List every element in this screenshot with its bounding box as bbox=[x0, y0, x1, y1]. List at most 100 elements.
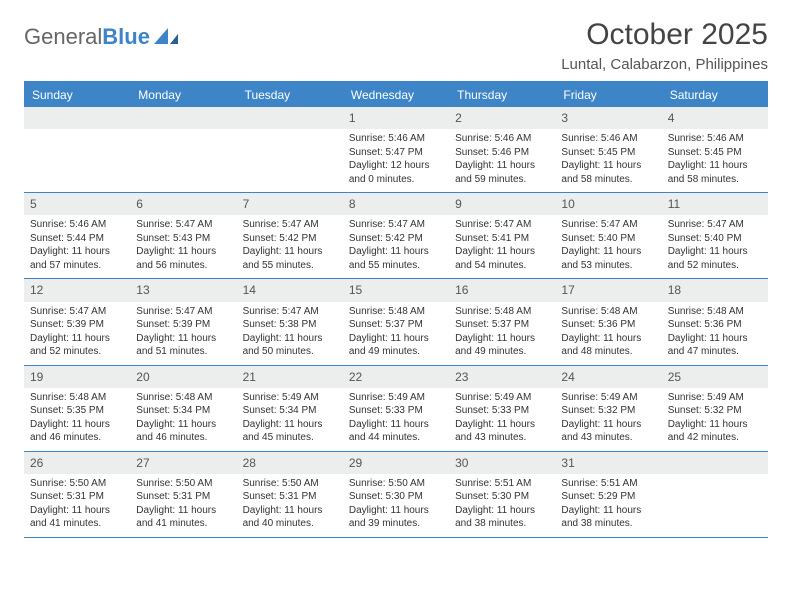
sunset-text: Sunset: 5:38 PM bbox=[243, 318, 337, 332]
day-body: Sunrise: 5:47 AMSunset: 5:42 PMDaylight:… bbox=[343, 215, 449, 278]
daylight-text: and 52 minutes. bbox=[668, 259, 762, 273]
day-number: 20 bbox=[130, 366, 236, 388]
day-cell bbox=[662, 452, 768, 537]
day-number bbox=[237, 107, 343, 129]
day-body: Sunrise: 5:48 AMSunset: 5:36 PMDaylight:… bbox=[555, 302, 661, 365]
daylight-text: Daylight: 11 hours bbox=[455, 504, 549, 518]
day-number: 3 bbox=[555, 107, 661, 129]
daylight-text: and 53 minutes. bbox=[561, 259, 655, 273]
sunrise-text: Sunrise: 5:49 AM bbox=[243, 391, 337, 405]
daylight-text: Daylight: 11 hours bbox=[30, 245, 124, 259]
daylight-text: Daylight: 11 hours bbox=[561, 504, 655, 518]
day-number: 25 bbox=[662, 366, 768, 388]
day-number bbox=[24, 107, 130, 129]
day-number: 16 bbox=[449, 279, 555, 301]
daylight-text: and 50 minutes. bbox=[243, 345, 337, 359]
sunrise-text: Sunrise: 5:50 AM bbox=[243, 477, 337, 491]
daylight-text: Daylight: 11 hours bbox=[243, 245, 337, 259]
daylight-text: and 52 minutes. bbox=[30, 345, 124, 359]
sunset-text: Sunset: 5:41 PM bbox=[455, 232, 549, 246]
day-body: Sunrise: 5:47 AMSunset: 5:40 PMDaylight:… bbox=[555, 215, 661, 278]
daylight-text: and 43 minutes. bbox=[455, 431, 549, 445]
daylight-text: Daylight: 11 hours bbox=[243, 504, 337, 518]
day-body: Sunrise: 5:47 AMSunset: 5:43 PMDaylight:… bbox=[130, 215, 236, 278]
sunset-text: Sunset: 5:37 PM bbox=[455, 318, 549, 332]
daylight-text: and 38 minutes. bbox=[561, 517, 655, 531]
day-cell: 17Sunrise: 5:48 AMSunset: 5:36 PMDayligh… bbox=[555, 279, 661, 364]
daylight-text: and 47 minutes. bbox=[668, 345, 762, 359]
day-cell bbox=[24, 107, 130, 192]
daylight-text: and 46 minutes. bbox=[136, 431, 230, 445]
day-number: 15 bbox=[343, 279, 449, 301]
sunrise-text: Sunrise: 5:49 AM bbox=[561, 391, 655, 405]
sunrise-text: Sunrise: 5:46 AM bbox=[561, 132, 655, 146]
sunrise-text: Sunrise: 5:49 AM bbox=[349, 391, 443, 405]
day-cell: 29Sunrise: 5:50 AMSunset: 5:30 PMDayligh… bbox=[343, 452, 449, 537]
sunset-text: Sunset: 5:35 PM bbox=[30, 404, 124, 418]
daylight-text: Daylight: 11 hours bbox=[561, 332, 655, 346]
sunrise-text: Sunrise: 5:46 AM bbox=[349, 132, 443, 146]
day-cell: 8Sunrise: 5:47 AMSunset: 5:42 PMDaylight… bbox=[343, 193, 449, 278]
sunset-text: Sunset: 5:32 PM bbox=[668, 404, 762, 418]
daylight-text: Daylight: 11 hours bbox=[243, 418, 337, 432]
daylight-text: Daylight: 11 hours bbox=[136, 245, 230, 259]
day-body: Sunrise: 5:51 AMSunset: 5:30 PMDaylight:… bbox=[449, 474, 555, 537]
day-cell: 22Sunrise: 5:49 AMSunset: 5:33 PMDayligh… bbox=[343, 366, 449, 451]
day-number: 27 bbox=[130, 452, 236, 474]
sunset-text: Sunset: 5:40 PM bbox=[561, 232, 655, 246]
day-body: Sunrise: 5:48 AMSunset: 5:36 PMDaylight:… bbox=[662, 302, 768, 365]
day-cell: 14Sunrise: 5:47 AMSunset: 5:38 PMDayligh… bbox=[237, 279, 343, 364]
sunset-text: Sunset: 5:33 PM bbox=[349, 404, 443, 418]
day-number: 2 bbox=[449, 107, 555, 129]
day-number: 1 bbox=[343, 107, 449, 129]
day-number: 12 bbox=[24, 279, 130, 301]
day-number: 14 bbox=[237, 279, 343, 301]
sunrise-text: Sunrise: 5:47 AM bbox=[136, 218, 230, 232]
day-cell: 9Sunrise: 5:47 AMSunset: 5:41 PMDaylight… bbox=[449, 193, 555, 278]
daylight-text: Daylight: 11 hours bbox=[136, 418, 230, 432]
daylight-text: and 40 minutes. bbox=[243, 517, 337, 531]
day-body: Sunrise: 5:46 AMSunset: 5:47 PMDaylight:… bbox=[343, 129, 449, 192]
week-row: 5Sunrise: 5:46 AMSunset: 5:44 PMDaylight… bbox=[24, 193, 768, 279]
daylight-text: and 41 minutes. bbox=[136, 517, 230, 531]
day-cell: 25Sunrise: 5:49 AMSunset: 5:32 PMDayligh… bbox=[662, 366, 768, 451]
day-body: Sunrise: 5:49 AMSunset: 5:33 PMDaylight:… bbox=[343, 388, 449, 451]
daylight-text: and 54 minutes. bbox=[455, 259, 549, 273]
sunrise-text: Sunrise: 5:46 AM bbox=[30, 218, 124, 232]
daylight-text: Daylight: 11 hours bbox=[136, 332, 230, 346]
sunset-text: Sunset: 5:39 PM bbox=[136, 318, 230, 332]
day-body: Sunrise: 5:47 AMSunset: 5:42 PMDaylight:… bbox=[237, 215, 343, 278]
daylight-text: and 43 minutes. bbox=[561, 431, 655, 445]
day-cell: 5Sunrise: 5:46 AMSunset: 5:44 PMDaylight… bbox=[24, 193, 130, 278]
daylight-text: Daylight: 11 hours bbox=[455, 418, 549, 432]
day-cell: 27Sunrise: 5:50 AMSunset: 5:31 PMDayligh… bbox=[130, 452, 236, 537]
day-number: 26 bbox=[24, 452, 130, 474]
day-number: 9 bbox=[449, 193, 555, 215]
daylight-text: and 46 minutes. bbox=[30, 431, 124, 445]
daylight-text: Daylight: 11 hours bbox=[30, 332, 124, 346]
daylight-text: and 59 minutes. bbox=[455, 173, 549, 187]
sunrise-text: Sunrise: 5:51 AM bbox=[455, 477, 549, 491]
sunset-text: Sunset: 5:34 PM bbox=[243, 404, 337, 418]
day-body: Sunrise: 5:49 AMSunset: 5:32 PMDaylight:… bbox=[662, 388, 768, 451]
sunset-text: Sunset: 5:34 PM bbox=[136, 404, 230, 418]
daylight-text: Daylight: 11 hours bbox=[668, 418, 762, 432]
daylight-text: Daylight: 11 hours bbox=[349, 245, 443, 259]
day-cell: 15Sunrise: 5:48 AMSunset: 5:37 PMDayligh… bbox=[343, 279, 449, 364]
day-cell: 7Sunrise: 5:47 AMSunset: 5:42 PMDaylight… bbox=[237, 193, 343, 278]
day-body: Sunrise: 5:46 AMSunset: 5:44 PMDaylight:… bbox=[24, 215, 130, 278]
day-cell: 6Sunrise: 5:47 AMSunset: 5:43 PMDaylight… bbox=[130, 193, 236, 278]
sunset-text: Sunset: 5:45 PM bbox=[561, 146, 655, 160]
daylight-text: Daylight: 11 hours bbox=[668, 332, 762, 346]
day-number: 17 bbox=[555, 279, 661, 301]
day-body: Sunrise: 5:51 AMSunset: 5:29 PMDaylight:… bbox=[555, 474, 661, 537]
day-number: 21 bbox=[237, 366, 343, 388]
day-cell: 18Sunrise: 5:48 AMSunset: 5:36 PMDayligh… bbox=[662, 279, 768, 364]
sunset-text: Sunset: 5:47 PM bbox=[349, 146, 443, 160]
day-cell: 19Sunrise: 5:48 AMSunset: 5:35 PMDayligh… bbox=[24, 366, 130, 451]
daylight-text: Daylight: 11 hours bbox=[455, 245, 549, 259]
day-body: Sunrise: 5:46 AMSunset: 5:46 PMDaylight:… bbox=[449, 129, 555, 192]
sunrise-text: Sunrise: 5:47 AM bbox=[243, 218, 337, 232]
daylight-text: and 55 minutes. bbox=[243, 259, 337, 273]
month-title: October 2025 bbox=[561, 18, 768, 52]
